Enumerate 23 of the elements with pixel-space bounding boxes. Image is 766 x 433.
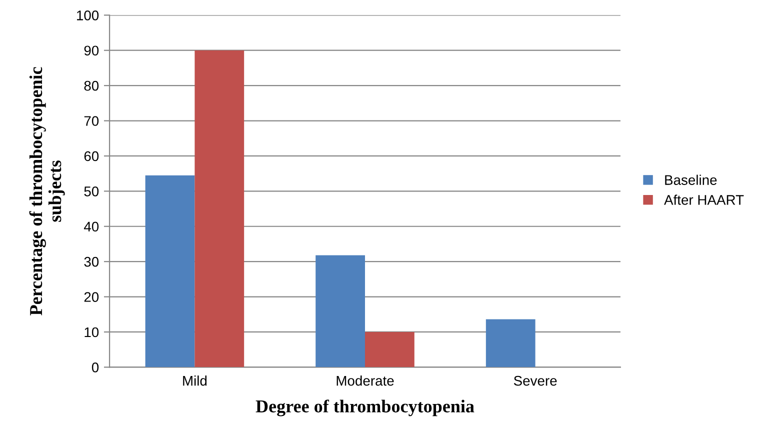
bar bbox=[194, 50, 244, 368]
bar bbox=[316, 255, 365, 368]
y-tick-label: 40 bbox=[84, 222, 99, 232]
y-tick-label: 30 bbox=[84, 256, 99, 267]
bar bbox=[486, 319, 536, 368]
y-tick-label: 100 bbox=[77, 10, 99, 20]
y-tick-label: 10 bbox=[84, 327, 99, 338]
y-tick-label: 50 bbox=[84, 186, 99, 196]
x-tick-label: Moderate bbox=[336, 376, 394, 386]
y-tick-label: 70 bbox=[84, 116, 99, 126]
y-tick-label: 90 bbox=[84, 46, 99, 56]
x-tick-label: Severe bbox=[514, 376, 557, 386]
x-axis-title: Degree of thrombocytopenia bbox=[256, 400, 474, 416]
legend-label: Baseline bbox=[665, 174, 717, 185]
bar bbox=[145, 175, 195, 368]
y-tick-label: 60 bbox=[84, 151, 99, 162]
y-tick-label: 20 bbox=[84, 292, 99, 302]
bar bbox=[365, 332, 414, 368]
legend-label: After HAART bbox=[664, 194, 744, 205]
y-tick-label: 0 bbox=[92, 362, 99, 372]
x-tick-label: Mild bbox=[183, 376, 207, 386]
y-tick-label: 80 bbox=[84, 80, 99, 91]
y-axis-title: Percentage of thrombocytopenic subjects bbox=[29, 67, 65, 316]
